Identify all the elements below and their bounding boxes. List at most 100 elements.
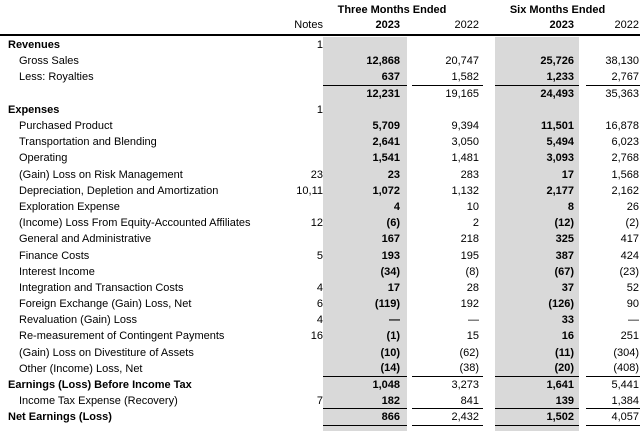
value-three-months-2022: 2,432 <box>412 409 483 426</box>
note-cell <box>279 86 323 102</box>
row-label: Foreign Exchange (Gain) Loss, Net <box>19 298 192 311</box>
value-six-months-2023: 1,641 <box>495 376 579 394</box>
row-label: Gross Sales <box>19 55 79 68</box>
value-three-months-2022: 192 <box>460 298 479 311</box>
stub-six-months-2023 <box>495 425 579 431</box>
value-three-months-2022: 218 <box>460 233 479 246</box>
value-three-months-2022: — <box>468 314 479 327</box>
value-six-months-2023: 325 <box>495 231 579 248</box>
value-three-months-2022: 1,582 <box>412 69 483 86</box>
value-six-months-2022: 6,023 <box>611 136 639 149</box>
value-three-months-2023: 637 <box>323 69 407 86</box>
value-six-months-2022: 26 <box>626 200 639 213</box>
table-row: Net Earnings (Loss) 866 2,432 1,502 4,057 <box>0 409 640 426</box>
value-six-months-2023 <box>495 37 579 54</box>
table-body: Revenues 1 Gross Sales 12,868 20,747 25,726 38… <box>0 37 640 426</box>
value-six-months-2022 <box>586 102 640 118</box>
value-three-months-2023: 1,072 <box>323 182 407 199</box>
table-row: Foreign Exchange (Gain) Loss, Net 6 (119) 1… <box>0 296 640 313</box>
value-six-months-2022: 424 <box>620 249 639 262</box>
table-row: Purchased Product 5,709 9,394 11,501 16,878 <box>0 117 640 135</box>
row-label: Re-measurement of Contingent Payments <box>19 330 225 343</box>
shaded-column-stub-row <box>0 425 640 431</box>
value-six-months-2022: 4,057 <box>586 409 640 426</box>
row-label: (Gain) Loss on Risk Management <box>19 168 183 181</box>
value-six-months-2023: (12) <box>495 215 579 232</box>
value-three-months-2023 <box>323 37 407 54</box>
table-row: (Income) Loss From Equity-Accounted Affi… <box>0 215 640 232</box>
value-six-months-2022: (408) <box>586 361 640 377</box>
value-six-months-2022: 35,363 <box>605 87 639 100</box>
row-label: (Income) Loss From Equity-Accounted Affi… <box>19 217 251 230</box>
column-header-row: Notes 2023 2022 2023 2022 <box>0 17 640 32</box>
value-three-months-2023: (6) <box>323 215 407 232</box>
value-six-months-2022: 2,162 <box>611 184 639 197</box>
row-label: Transportation and Blending <box>19 136 157 149</box>
table-row: Integration and Transaction Costs 4 17 28 37… <box>0 279 640 296</box>
value-three-months-2023: (10) <box>323 344 407 361</box>
value-six-months-2022: 251 <box>620 330 639 343</box>
value-six-months-2023: (11) <box>495 344 579 361</box>
value-three-months-2022: 10 <box>466 200 479 213</box>
note-cell <box>279 377 323 393</box>
table-row: Transportation and Blending 2,641 3,050 5,4… <box>0 134 640 151</box>
value-three-months-2022 <box>412 102 483 118</box>
value-six-months-2023: 139 <box>495 393 579 410</box>
value-three-months-2023: (1) <box>323 328 407 345</box>
notes-column-header: Notes <box>294 18 323 31</box>
value-six-months-2023: (67) <box>495 263 579 280</box>
value-three-months-2023: 17 <box>323 279 407 296</box>
stub-label <box>0 426 279 431</box>
value-six-months-2023: 16 <box>495 328 579 345</box>
table-row: (Gain) Loss on Risk Management 23 23 283 17 1… <box>0 166 640 183</box>
note-cell <box>279 118 323 134</box>
value-six-months-2023: 1,502 <box>495 409 579 426</box>
value-three-months-2023: 193 <box>323 247 407 264</box>
row-label: General and Administrative <box>19 233 152 246</box>
value-six-months-2022: 1,568 <box>611 168 639 181</box>
value-six-months-2023: 3,093 <box>495 150 579 167</box>
row-label: Net Earnings (Loss) <box>8 411 112 424</box>
table-row: (Gain) Loss on Divestiture of Assets (10)… <box>0 344 640 361</box>
value-three-months-2023: 167 <box>323 231 407 248</box>
stub-notes <box>279 426 323 431</box>
table-row: Re-measurement of Contingent Payments 16 (… <box>0 328 640 345</box>
value-six-months-2022: 5,441 <box>611 379 639 392</box>
table-row: Expenses 1 <box>0 101 640 118</box>
note-cell: 23 <box>310 168 323 181</box>
value-six-months-2022 <box>586 37 640 53</box>
value-three-months-2023: 182 <box>323 393 407 410</box>
table-row: Income Tax Expense (Recovery) 7 182 841 139 1… <box>0 393 640 410</box>
value-six-months-2022: 2,768 <box>611 152 639 165</box>
note-cell <box>279 345 323 361</box>
note-cell: 7 <box>316 395 323 408</box>
value-three-months-2022: 15 <box>466 330 479 343</box>
note-cell <box>279 53 323 69</box>
row-label: Revaluation (Gain) Loss <box>19 314 138 327</box>
row-label: Income Tax Expense (Recovery) <box>19 395 178 408</box>
value-three-months-2022: 9,394 <box>451 120 479 133</box>
note-cell <box>279 409 323 425</box>
note-cell <box>279 361 323 377</box>
value-six-months-2022: (2) <box>625 217 639 230</box>
value-three-months-2022: 841 <box>412 393 483 410</box>
note-cell: 10,11 <box>296 184 323 197</box>
table-row: Earnings (Loss) Before Income Tax 1,048 3,… <box>0 376 640 394</box>
value-three-months-2022: 2 <box>472 217 479 230</box>
row-label: Depreciation, Depletion and Amortization <box>19 184 219 197</box>
note-cell: 1 <box>316 103 323 116</box>
value-three-months-2022: 1,132 <box>451 184 479 197</box>
value-three-months-2022: 3,050 <box>451 136 479 149</box>
row-label: Integration and Transaction Costs <box>19 281 184 294</box>
value-six-months-2022: 52 <box>626 281 639 294</box>
table-row: 12,231 19,165 24,493 35,363 <box>0 85 640 102</box>
label-column-header <box>0 17 279 32</box>
note-cell <box>279 231 323 247</box>
value-three-months-2022: (62) <box>459 346 479 359</box>
value-three-months-2023: (34) <box>323 263 407 280</box>
value-three-months-2022: (8) <box>465 265 479 278</box>
table-row: Other (Income) Loss, Net (14) (38) (20) (408… <box>0 360 640 377</box>
table-row: Gross Sales 12,868 20,747 25,726 38,130 <box>0 53 640 70</box>
note-cell: 4 <box>316 314 323 327</box>
